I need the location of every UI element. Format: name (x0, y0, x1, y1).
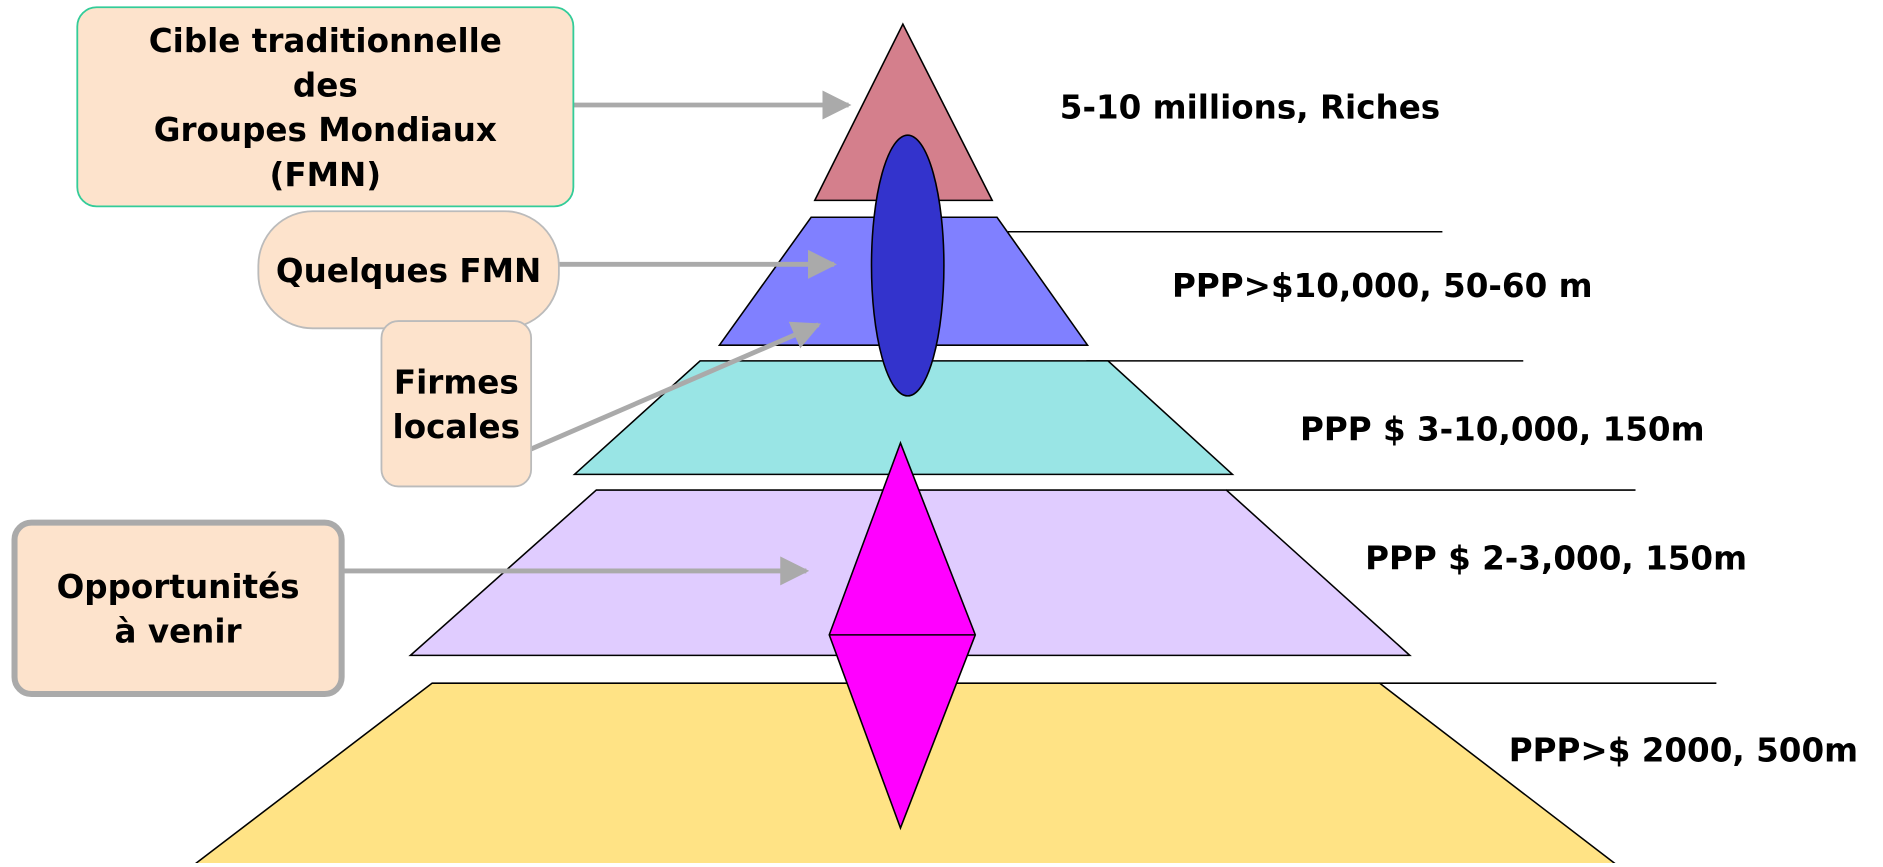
arrows (341, 90, 852, 586)
tier-label: PPP $ 3-10,000, 150m (1300, 411, 1705, 449)
callout-text: Firmes (394, 363, 519, 401)
callout-box (11, 519, 345, 698)
tier-3 (572, 360, 1235, 476)
callout-text: Cible traditionnelle (149, 22, 502, 60)
tier-label: PPP>$ 2000, 500m (1509, 732, 1858, 770)
callout-box (76, 6, 575, 208)
labels: 5-10 millions, Riches PPP>$10,000, 50-60 … (57, 22, 1858, 770)
callout-text: Groupes Mondiaux (154, 111, 497, 149)
callout-text: des (293, 67, 358, 105)
tier-label: PPP $ 2-3,000, 150m (1365, 540, 1747, 578)
callout-text: à venir (115, 613, 242, 651)
tier-label: 5-10 millions, Riches (1060, 88, 1440, 126)
callout-text: Opportunités (57, 568, 300, 606)
pyramid (190, 22, 1717, 867)
arrow (530, 321, 822, 452)
callout-text: (FMN) (269, 156, 381, 194)
tier-label: PPP>$10,000, 50-60 m (1172, 267, 1593, 305)
callout-text: Quelques FMN (276, 252, 541, 290)
ellipse (870, 134, 945, 397)
callout-boxes (11, 6, 575, 698)
callout-text: locales (393, 408, 521, 446)
callout-box (380, 320, 533, 488)
